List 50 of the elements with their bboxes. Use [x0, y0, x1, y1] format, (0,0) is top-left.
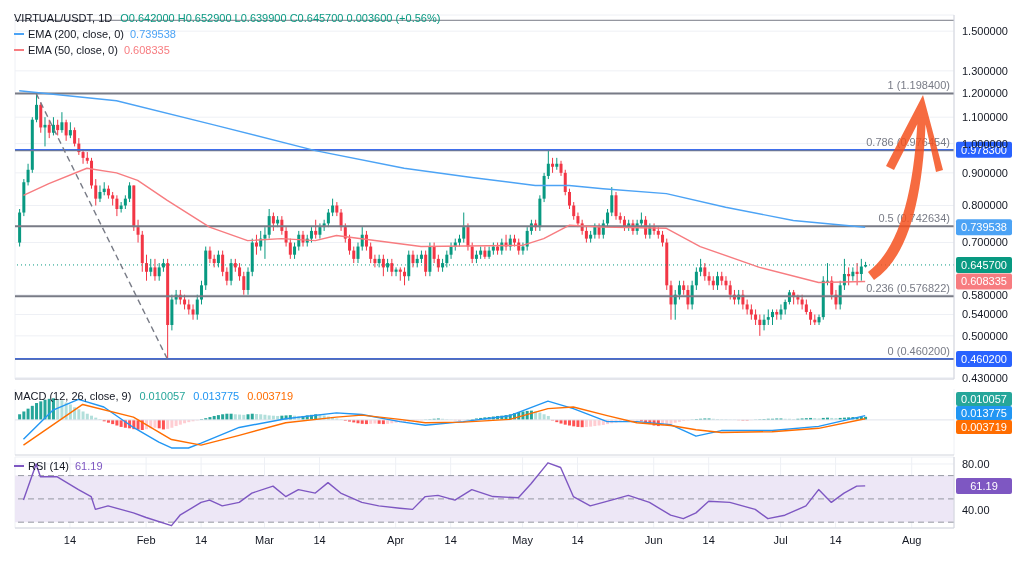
legend-label: EMA (50, close, 0) — [28, 43, 118, 58]
y-tick-label: 1.200000 — [962, 86, 1008, 99]
x-tick-label: 14 — [194, 533, 208, 546]
x-tick-label: 14 — [702, 533, 715, 546]
annotation: 0.003719 — [247, 390, 294, 402]
chart-title: VIRTUAL/USDT, 1D — [14, 12, 113, 24]
y-tick-label: 40.00 — [962, 504, 990, 517]
annotation: 0.608335 — [123, 43, 170, 58]
legend-label: RSI (14) — [28, 459, 69, 474]
y-tick-label: 0.540000 — [962, 308, 1008, 321]
text: 0.608335 — [961, 275, 1007, 288]
y-tick-label: 0.430000 — [962, 371, 1008, 384]
y-tick-label: 0.580000 — [962, 288, 1008, 301]
x-tick-label: 14 — [829, 533, 842, 546]
legend-label: EMA (200, close, 0) — [28, 27, 124, 42]
y-tick-label: 1.500000 — [962, 25, 1008, 38]
ref-line-label: 1 (1.198400) — [887, 79, 950, 92]
text: 0.010057 — [961, 393, 1007, 405]
ref-line-label: 0 (0.460200) — [887, 344, 950, 357]
y-tick-label: 80.00 — [962, 457, 990, 470]
annotation: 61.19 — [74, 459, 103, 474]
x-tick-label: Mar — [255, 533, 275, 546]
y-tick-label: 0.700000 — [962, 236, 1008, 249]
x-tick-label: 14 — [571, 533, 584, 546]
text: 0.739538 — [961, 221, 1007, 234]
ref-line-label: 0.236 (0.576822) — [866, 282, 950, 295]
chart-subtitle: O0.642000 H0.652900 L0.639900 C0.645700 0.003600 (+0.56%) — [120, 12, 441, 24]
x-tick-label: 14 — [313, 533, 326, 546]
ref-line-label: 0.460200 — [961, 352, 1007, 365]
x-tick-label: Aug — [901, 533, 922, 546]
x-tick-label: Jul — [773, 533, 788, 546]
text: 61.19 — [970, 479, 998, 492]
ref-line-label: 0.645700 — [961, 258, 1007, 271]
x-tick-label: 14 — [63, 533, 77, 546]
annotation: 0.013775 — [193, 390, 240, 402]
x-tick-label: 14 — [444, 533, 457, 546]
y-tick-label: 0.900000 — [962, 166, 1008, 179]
annotation: 0.739538 — [130, 27, 176, 42]
x-tick-label: Feb — [136, 533, 156, 546]
y-tick-label: 0.800000 — [962, 199, 1008, 212]
x-tick-label: May — [512, 533, 534, 546]
x-tick-label: Apr — [387, 533, 405, 546]
text: 0.003719 — [961, 421, 1007, 433]
y-tick-label: 1.300000 — [962, 64, 1008, 77]
x-tick-label: Jun — [644, 533, 663, 546]
y-tick-label: 1.100000 — [962, 111, 1008, 124]
y-tick-label: 0.500000 — [962, 329, 1008, 342]
text: 0.013775 — [961, 407, 1007, 419]
chart-title: MACD (12, 26, close, 9) — [14, 390, 132, 402]
annotation: 0.010057 — [139, 390, 186, 402]
